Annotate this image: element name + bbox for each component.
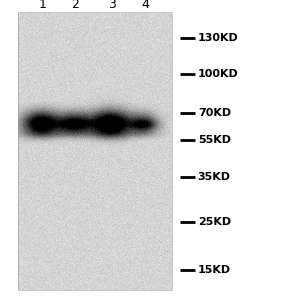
Text: 100KD: 100KD — [198, 69, 239, 79]
Text: 70KD: 70KD — [198, 108, 231, 118]
Text: 4: 4 — [141, 0, 149, 11]
Text: 2: 2 — [72, 0, 79, 11]
Text: 130KD: 130KD — [198, 33, 239, 43]
Text: 55KD: 55KD — [198, 135, 231, 146]
Text: 25KD: 25KD — [198, 217, 231, 227]
Text: 35KD: 35KD — [198, 172, 231, 182]
Text: 3: 3 — [108, 0, 116, 11]
Text: 1: 1 — [38, 0, 46, 11]
Text: 15KD: 15KD — [198, 265, 231, 275]
Bar — [18, 12, 172, 290]
